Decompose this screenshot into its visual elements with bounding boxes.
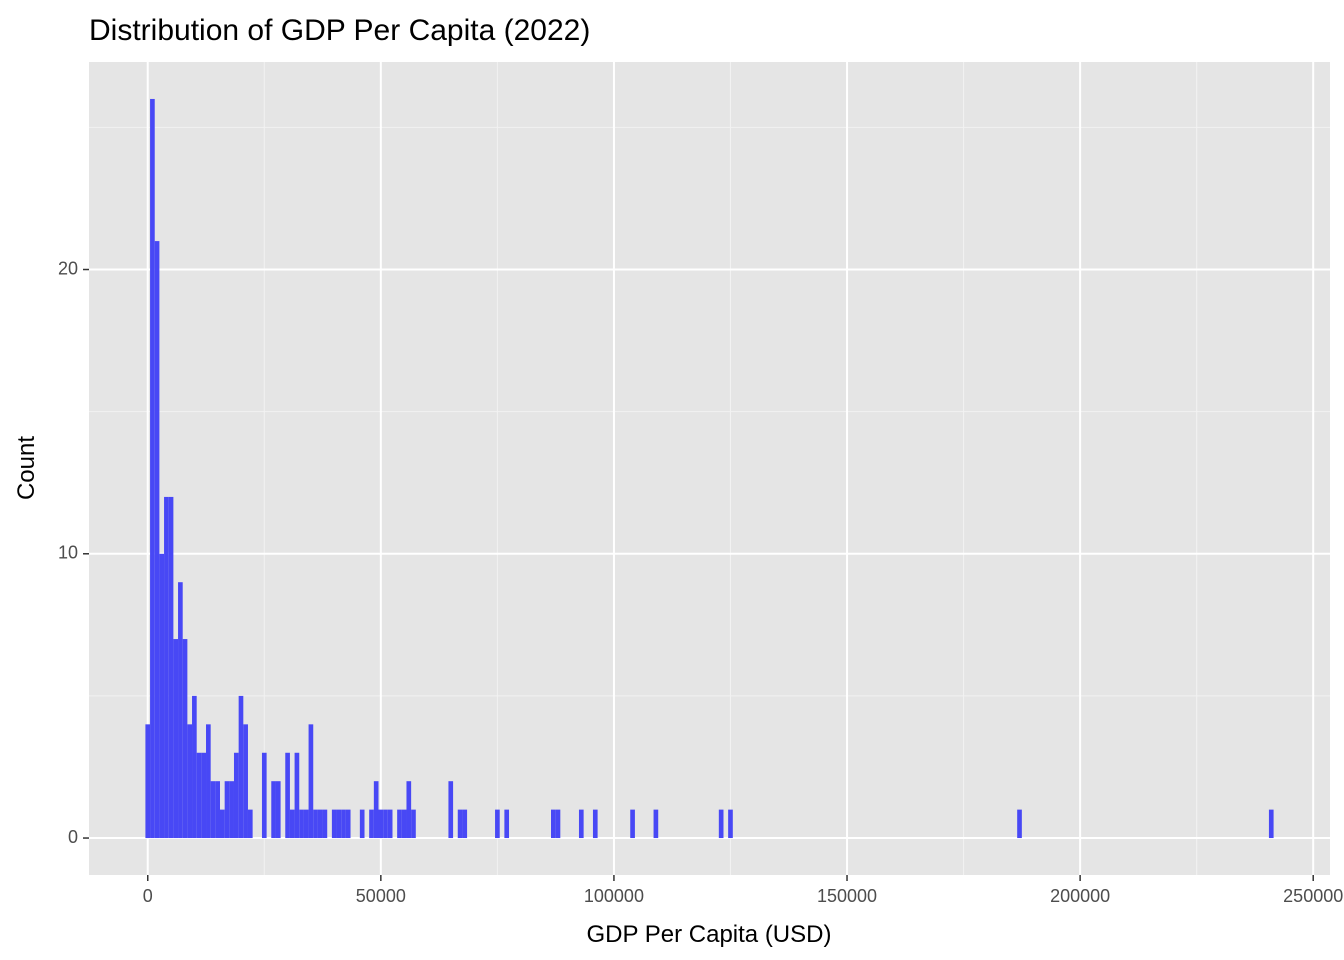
histogram-bar <box>210 781 216 839</box>
histogram-bar <box>359 809 365 839</box>
histogram-bar <box>271 781 276 839</box>
x-tick-label: 150000 <box>817 886 877 906</box>
histogram-bar <box>168 496 174 839</box>
histogram-bar <box>322 809 328 839</box>
histogram-bar <box>178 582 183 839</box>
histogram-bar <box>1017 809 1022 839</box>
histogram-bar <box>373 781 379 839</box>
histogram-bar <box>154 241 160 839</box>
x-tick-label: 250000 <box>1283 886 1343 906</box>
histogram-bar <box>718 809 724 839</box>
histogram-bar <box>383 809 388 839</box>
histogram-bar <box>331 809 337 839</box>
histogram-bar <box>206 724 211 839</box>
histogram-bar <box>448 781 454 839</box>
y-axis-title: Count <box>13 436 40 500</box>
histogram-bar <box>224 781 230 839</box>
histogram-bar <box>387 809 393 839</box>
histogram-bar <box>145 724 151 839</box>
panel-background <box>89 62 1330 875</box>
y-tick-label: 20 <box>58 258 78 278</box>
histogram-bar <box>201 752 207 839</box>
histogram-bar <box>285 752 290 839</box>
histogram-bar <box>261 752 267 839</box>
histogram-bar <box>406 781 412 839</box>
histogram-bar <box>462 809 468 839</box>
histogram-bar <box>308 724 314 839</box>
histogram-bar <box>192 695 197 839</box>
x-axis-title: GDP Per Capita (USD) <box>587 921 832 948</box>
histogram-bar <box>728 809 733 839</box>
histogram-bar <box>397 809 402 839</box>
histogram-bar <box>369 809 374 839</box>
histogram-bar <box>341 809 346 839</box>
histogram-bar <box>313 809 318 839</box>
histogram-bar <box>164 496 169 839</box>
histogram-bar <box>173 639 179 839</box>
histogram-bar <box>411 809 416 839</box>
histogram-bar <box>630 809 635 839</box>
histogram-bar <box>299 809 304 839</box>
x-tick-label: 200000 <box>1050 886 1110 906</box>
histogram-bar <box>289 809 295 839</box>
histogram-bar <box>317 809 323 839</box>
histogram-bar <box>233 752 239 839</box>
histogram-bar <box>150 98 155 839</box>
histogram-bar <box>504 809 510 839</box>
histogram-bar <box>555 809 561 839</box>
histogram-bar <box>592 809 598 839</box>
histogram-bar <box>401 809 407 839</box>
histogram-bar <box>303 809 309 839</box>
histogram-bar <box>457 809 463 839</box>
chart-title: Distribution of GDP Per Capita (2022) <box>89 14 590 47</box>
histogram-bar <box>578 809 584 839</box>
histogram-bar <box>653 809 659 839</box>
x-tick-label: 100000 <box>584 886 644 906</box>
x-tick-label: 0 <box>143 886 153 906</box>
histogram-bar <box>495 809 500 839</box>
histogram-bar <box>182 639 188 839</box>
histogram-bar <box>336 809 342 839</box>
histogram-bar <box>550 809 556 839</box>
histogram-bar <box>229 781 234 839</box>
histogram-bar <box>243 724 248 839</box>
histogram-bar <box>294 752 300 839</box>
histogram-bar <box>275 781 281 839</box>
x-tick-label: 50000 <box>356 886 406 906</box>
histogram-bar <box>1268 809 1274 839</box>
histogram-bar <box>238 695 244 839</box>
histogram-bar <box>247 809 253 839</box>
histogram-bar <box>159 553 165 839</box>
histogram-bar <box>187 724 193 839</box>
histogram-bar <box>215 781 220 839</box>
y-tick-label: 10 <box>58 543 78 563</box>
histogram-bar <box>196 752 202 839</box>
histogram-bar <box>378 809 384 839</box>
histogram-bar <box>345 809 351 839</box>
histogram-bar <box>219 809 225 839</box>
y-tick-label: 0 <box>68 827 78 847</box>
